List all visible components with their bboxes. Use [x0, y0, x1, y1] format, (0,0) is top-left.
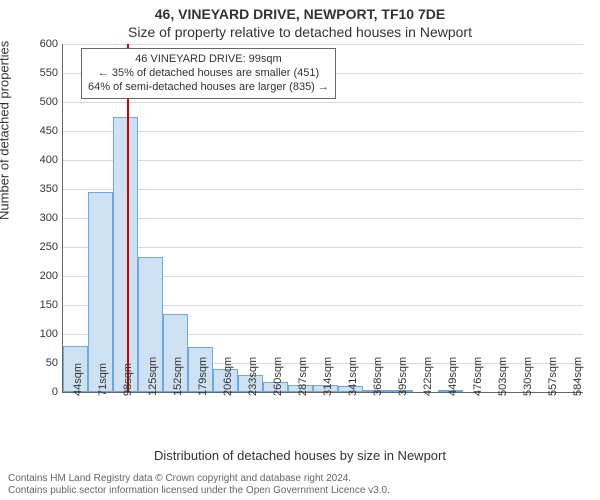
x-tick: 557sqm: [547, 357, 559, 396]
x-tick: 368sqm: [372, 357, 384, 396]
footer-line-1: Contains HM Land Registry data © Crown c…: [8, 473, 592, 485]
x-axis-ticks: 44sqm71sqm98sqm125sqm152sqm179sqm206sqm2…: [62, 394, 582, 454]
info-box-line: 64% of semi-detached houses are larger (…: [88, 81, 329, 95]
y-axis-ticks: 050100150200250300350400450500550600: [20, 44, 58, 392]
plot-area: 46 VINEYARD DRIVE: 99sqm← 35% of detache…: [62, 44, 583, 393]
y-tick: 400: [40, 154, 58, 166]
x-tick: 206sqm: [222, 357, 234, 396]
histogram-bar: [113, 117, 138, 393]
x-tick: 98sqm: [122, 363, 134, 396]
title-line-1: 46, VINEYARD DRIVE, NEWPORT, TF10 7DE: [0, 6, 600, 22]
gridline: [63, 247, 583, 248]
x-tick: 260sqm: [272, 357, 284, 396]
y-tick: 500: [40, 96, 58, 108]
x-tick: 503sqm: [497, 357, 509, 396]
gridline: [63, 131, 583, 132]
y-tick: 300: [40, 212, 58, 224]
chart-page: 46, VINEYARD DRIVE, NEWPORT, TF10 7DE Si…: [0, 0, 600, 500]
y-tick: 150: [40, 299, 58, 311]
y-tick: 100: [40, 328, 58, 340]
y-tick: 600: [40, 38, 58, 50]
y-tick: 0: [52, 386, 58, 398]
y-tick: 550: [40, 67, 58, 79]
x-tick: 476sqm: [472, 357, 484, 396]
x-tick: 341sqm: [347, 357, 359, 396]
x-tick: 422sqm: [422, 357, 434, 396]
x-axis-label: Distribution of detached houses by size …: [0, 448, 600, 463]
x-tick: 44sqm: [72, 363, 84, 396]
info-box-line: ← 35% of detached houses are smaller (45…: [88, 67, 329, 81]
y-tick: 50: [46, 357, 58, 369]
gridline: [63, 102, 583, 103]
gridline: [63, 44, 583, 45]
x-tick: 233sqm: [247, 357, 259, 396]
x-tick: 395sqm: [397, 357, 409, 396]
title-line-2: Size of property relative to detached ho…: [0, 24, 600, 40]
info-box: 46 VINEYARD DRIVE: 99sqm← 35% of detache…: [81, 48, 336, 99]
footer-attribution: Contains HM Land Registry data © Crown c…: [8, 473, 592, 496]
x-tick: 179sqm: [197, 357, 209, 396]
y-tick: 450: [40, 125, 58, 137]
y-tick: 350: [40, 183, 58, 195]
y-axis-label: Number of detached properties: [0, 41, 12, 220]
x-tick: 125sqm: [147, 357, 159, 396]
x-tick: 530sqm: [522, 357, 534, 396]
gridline: [63, 160, 583, 161]
gridline: [63, 189, 583, 190]
x-tick: 314sqm: [322, 357, 334, 396]
footer-line-2: Contains public sector information licen…: [8, 485, 592, 497]
x-tick: 584sqm: [572, 357, 584, 396]
gridline: [63, 218, 583, 219]
x-tick: 71sqm: [97, 363, 109, 396]
y-tick: 250: [40, 241, 58, 253]
y-tick: 200: [40, 270, 58, 282]
info-box-line: 46 VINEYARD DRIVE: 99sqm: [88, 53, 329, 67]
x-tick: 287sqm: [297, 357, 309, 396]
x-tick: 449sqm: [447, 357, 459, 396]
x-tick: 152sqm: [172, 357, 184, 396]
